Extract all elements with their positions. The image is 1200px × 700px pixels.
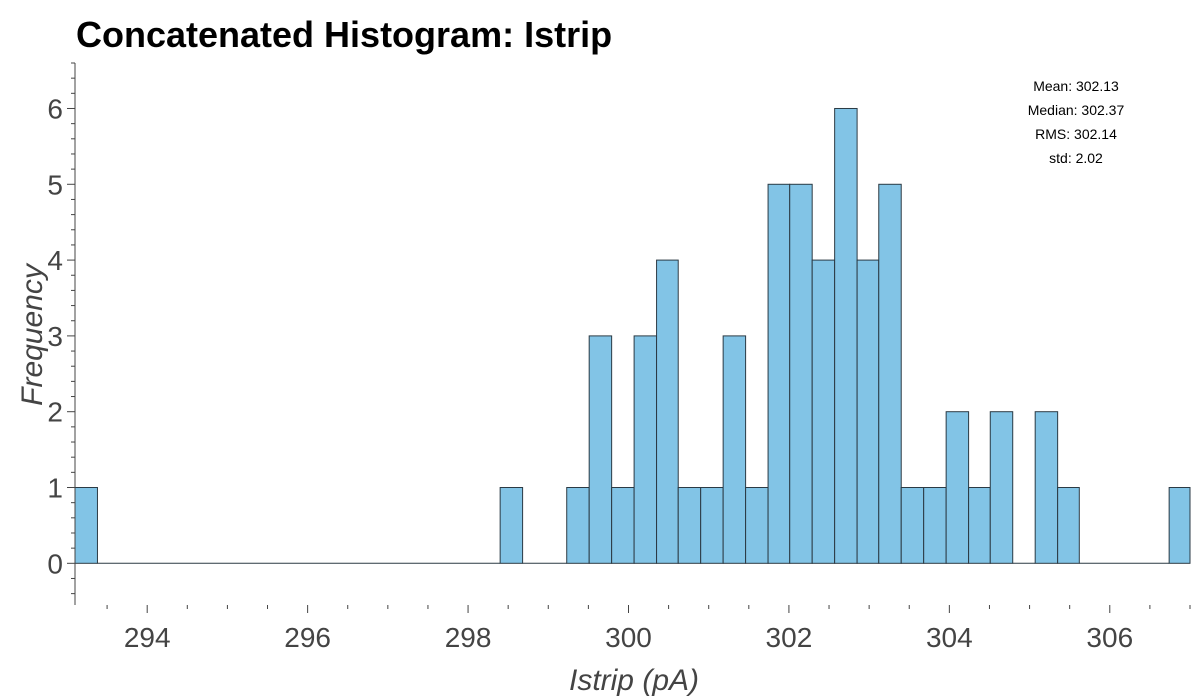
histogram-bar-13 xyxy=(767,183,791,564)
y-axis-label: Frequency xyxy=(16,262,49,406)
histogram-bar-12 xyxy=(745,487,769,564)
bars-group xyxy=(74,107,1191,564)
histogram-bar-9 xyxy=(677,487,702,564)
y-tick-label: 1 xyxy=(47,473,63,504)
histogram-bar-19 xyxy=(900,487,925,564)
histogram-bar-14 xyxy=(789,183,813,564)
histogram-bar-23 xyxy=(989,411,1014,564)
histogram-bar-0 xyxy=(74,487,98,564)
histogram-bar-8 xyxy=(656,259,679,564)
stat-mean: Mean: 302.13 xyxy=(1033,78,1119,94)
x-tick-label: 294 xyxy=(124,622,171,653)
x-tick-label: 302 xyxy=(766,622,813,653)
stat-std: std: 2.02 xyxy=(1049,150,1103,166)
histogram-bar-17 xyxy=(856,259,880,564)
x-tick-label: 298 xyxy=(445,622,492,653)
y-tick-label: 4 xyxy=(47,245,63,276)
y-tick-label: 3 xyxy=(47,321,63,352)
histogram-bar-21 xyxy=(945,411,970,564)
histogram-bar-20 xyxy=(923,487,947,564)
histogram-bar-28 xyxy=(1168,487,1191,564)
x-tick-label: 306 xyxy=(1086,622,1133,653)
x-tick-label: 300 xyxy=(605,622,652,653)
histogram-bar-26 xyxy=(1057,487,1080,564)
y-tick-label: 5 xyxy=(47,169,63,200)
x-tick-label: 296 xyxy=(284,622,331,653)
chart-title: Concatenated Histogram: Istrip xyxy=(76,14,613,55)
histogram-bar-18 xyxy=(878,183,902,564)
y-tick-label: 2 xyxy=(47,397,63,428)
histogram-bar-25 xyxy=(1034,411,1059,564)
x-ticks-group: 294 296 298 300 302 304 306 xyxy=(106,605,1191,653)
histogram-bar-4 xyxy=(566,487,590,564)
histogram-bar-15 xyxy=(811,259,836,564)
histogram-bar-5 xyxy=(588,335,613,564)
histogram-bar-2 xyxy=(499,487,524,564)
histogram-bar-16 xyxy=(834,107,858,564)
histogram-bar-6 xyxy=(611,487,635,564)
stats-box: Mean: 302.13 Median: 302.37 RMS: 302.14 std… xyxy=(1028,78,1125,166)
histogram-bar-11 xyxy=(722,335,747,564)
histogram-bar-7 xyxy=(633,335,658,564)
y-tick-label: 6 xyxy=(47,93,63,124)
x-tick-label: 304 xyxy=(926,622,973,653)
histogram-bar-10 xyxy=(700,487,724,564)
histogram-bar-22 xyxy=(968,487,991,564)
x-axis-label: Istrip (pA) xyxy=(569,664,699,697)
stat-rms: RMS: 302.14 xyxy=(1035,126,1117,142)
stat-median: Median: 302.37 xyxy=(1028,102,1125,118)
y-tick-label: 0 xyxy=(47,548,63,579)
y-ticks-group: 0 1 2 3 4 5 6 xyxy=(47,62,75,595)
